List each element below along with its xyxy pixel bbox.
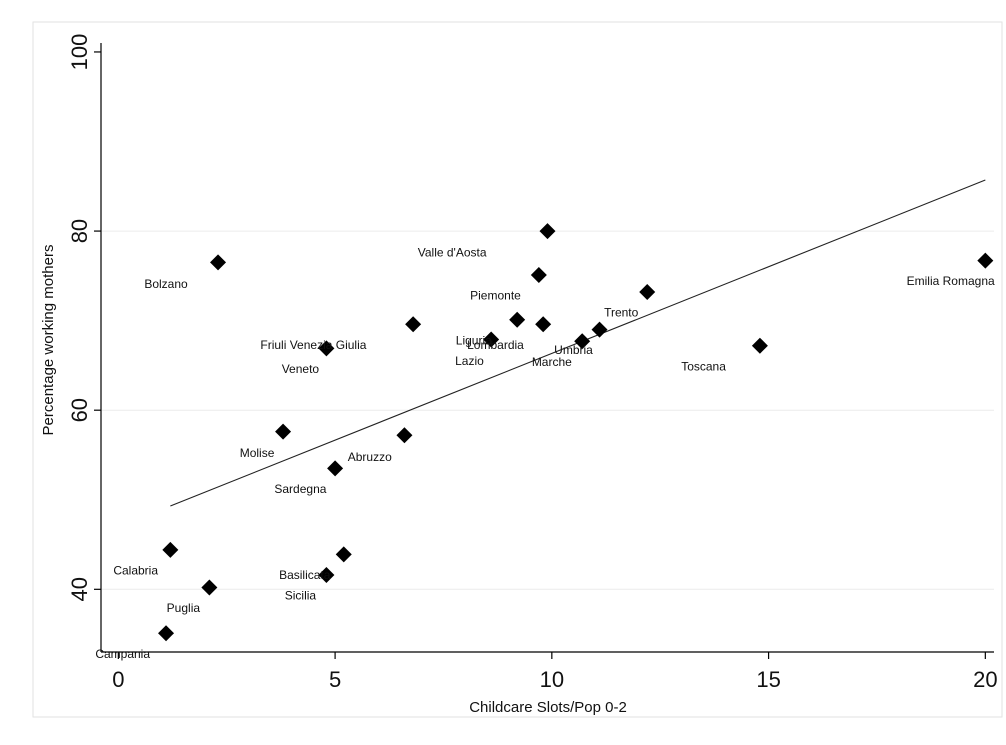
y-tick-label: 80 (67, 219, 92, 243)
data-point (977, 252, 994, 269)
point-label: Basilicata (279, 568, 331, 582)
data-point (201, 579, 218, 596)
point-label: Bolzano (144, 277, 188, 291)
data-point (275, 423, 292, 440)
x-tick-label: 0 (112, 667, 124, 692)
point-label: Abruzzo (348, 450, 392, 464)
data-point (318, 566, 335, 583)
point-label: Calabria (113, 564, 158, 578)
x-tick-label: 15 (756, 667, 780, 692)
y-tick-label: 40 (67, 577, 92, 601)
data-point (335, 546, 352, 563)
point-label: Lombardia (467, 338, 524, 352)
point-label: Liguria (456, 333, 492, 347)
data-point (327, 460, 344, 477)
y-tick-label: 100 (67, 34, 92, 71)
data-point (639, 283, 656, 300)
point-labels: Valle d'Aosta Bolzano Piemonte Emilia Romag… (95, 246, 995, 661)
x-axis-title: Childcare Slots/Pop 0-2 (469, 699, 627, 716)
x-axis-ticks: 0 5 10 15 20 (112, 652, 998, 692)
data-point (539, 223, 556, 240)
data-point (405, 316, 422, 333)
point-label: Friuli Venezia Giulia (260, 338, 366, 352)
point-label: Valle d'Aosta (418, 246, 487, 260)
point-label: Veneto (282, 362, 320, 376)
point-label: Emilia Romagna (907, 274, 995, 288)
data-point (318, 340, 335, 357)
data-point (483, 331, 500, 348)
data-point (530, 266, 547, 283)
point-label: Trento (604, 306, 639, 320)
data-point (396, 427, 413, 444)
data-point (162, 541, 179, 558)
data-point (158, 625, 175, 642)
data-points (158, 223, 994, 642)
chart-frame (32, 21, 1003, 718)
data-point (751, 337, 768, 354)
data-point (591, 321, 608, 338)
point-label: Sardegna (274, 482, 326, 496)
data-point (210, 254, 227, 271)
point-label: Toscana (681, 359, 726, 373)
y-tick-label: 60 (67, 398, 92, 422)
y-axis-title: Percentage working mothers (40, 245, 57, 436)
point-label: Molise (240, 446, 275, 460)
x-tick-label: 5 (329, 667, 341, 692)
x-tick-label: 10 (540, 667, 564, 692)
point-label: Campania (95, 647, 150, 661)
point-label: Sicilia (285, 589, 317, 603)
point-label: Umbria (554, 343, 593, 357)
data-point (535, 316, 552, 333)
point-label: Piemonte (470, 289, 521, 303)
y-axis-ticks: 40 60 80 100 (67, 34, 101, 602)
point-label: Lazio (455, 354, 484, 368)
point-label: Puglia (167, 601, 201, 615)
point-label: Marche (532, 355, 572, 369)
data-point (509, 311, 526, 328)
data-point (574, 333, 591, 350)
x-tick-label: 20 (973, 667, 997, 692)
